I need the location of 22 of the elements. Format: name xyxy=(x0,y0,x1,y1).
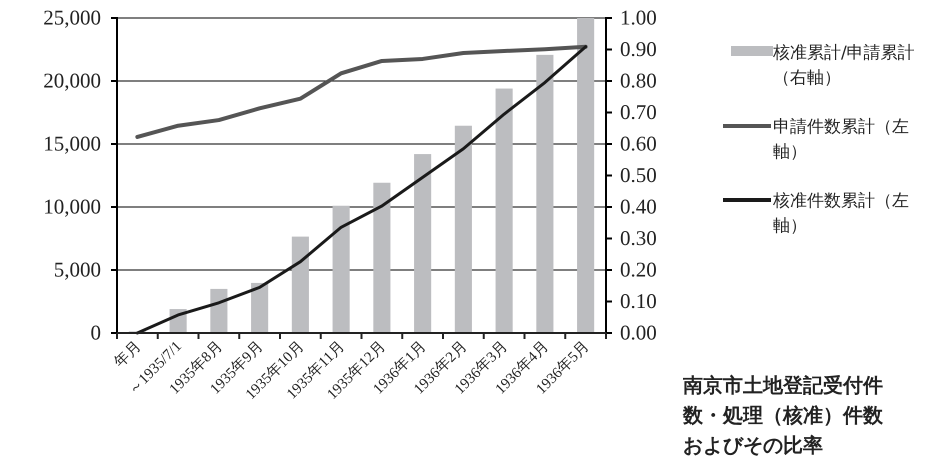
y-tick-label: 0 xyxy=(90,320,101,345)
legend-label: 核准件数累計（左軸） xyxy=(772,191,909,236)
y-tick-label: 5,000 xyxy=(54,258,101,282)
y2-tick-label: 0.60 xyxy=(620,132,657,156)
text: 南京市土地登記受付件数・処理（核准）件数およびその比率 xyxy=(682,373,884,457)
y2-tick-label: 0.70 xyxy=(620,100,657,124)
legend-label: 核准累計/申請累計（右軸） xyxy=(772,43,915,88)
y2-tick-label: 0.50 xyxy=(620,163,657,188)
y-tick-label: 15,000 xyxy=(43,132,101,156)
y-tick-label: 20,000 xyxy=(43,68,101,93)
y2-tick-label: 0.90 xyxy=(620,37,657,62)
y2-tick-label: 1.00 xyxy=(620,6,657,30)
y2-tick-label: 0.00 xyxy=(620,320,657,345)
y2-tick-label: 0.30 xyxy=(620,226,657,250)
y2-tick-label: 0.20 xyxy=(620,258,657,282)
y2-tick-label: 0.10 xyxy=(620,289,657,314)
y2-tick-label: 0.40 xyxy=(620,194,657,219)
y-tick-label: 10,000 xyxy=(43,194,101,219)
legend-label: 申請件数累計（左軸） xyxy=(773,117,909,162)
x-tick-label: 年月 xyxy=(110,338,144,372)
y2-tick-label: 0.80 xyxy=(620,68,657,93)
y-tick-label: 25,000 xyxy=(43,6,101,30)
